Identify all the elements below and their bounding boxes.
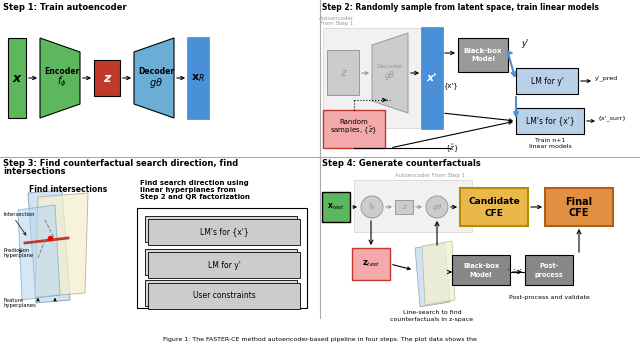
Text: y': y' (522, 38, 529, 47)
Text: Find intersections: Find intersections (29, 186, 107, 194)
Text: LM for y': LM for y' (531, 76, 563, 86)
Text: Autoencoder From Step 1: Autoencoder From Step 1 (395, 172, 465, 178)
Text: $f_\phi$: $f_\phi$ (368, 201, 376, 213)
FancyBboxPatch shape (148, 252, 300, 278)
Text: Step 1: Train autoencoder: Step 1: Train autoencoder (3, 2, 127, 12)
Polygon shape (372, 33, 408, 113)
Text: $g\theta$: $g\theta$ (432, 202, 442, 212)
FancyBboxPatch shape (516, 68, 578, 94)
FancyBboxPatch shape (145, 249, 297, 275)
Text: Step 3: Find counterfactual search direction, find: Step 3: Find counterfactual search direc… (3, 158, 238, 168)
Text: process: process (534, 272, 563, 278)
Text: samples, $\{\tilde{z}\}$: samples, $\{\tilde{z}\}$ (330, 124, 378, 136)
FancyBboxPatch shape (354, 180, 472, 232)
FancyBboxPatch shape (525, 255, 573, 285)
FancyBboxPatch shape (422, 28, 442, 128)
FancyBboxPatch shape (458, 38, 508, 72)
Text: Step 2: Randomly sample from latent space, train linear models: Step 2: Randomly sample from latent spac… (322, 2, 599, 12)
Text: Train n+1: Train n+1 (535, 138, 565, 142)
Text: z: z (402, 204, 406, 210)
Text: User constraints: User constraints (193, 291, 255, 300)
Polygon shape (18, 205, 60, 300)
Text: x': x' (427, 73, 437, 83)
Polygon shape (35, 193, 88, 297)
FancyBboxPatch shape (137, 208, 307, 308)
Text: Decoder: Decoder (138, 67, 174, 76)
FancyBboxPatch shape (148, 219, 300, 245)
Polygon shape (415, 243, 450, 307)
FancyBboxPatch shape (94, 60, 120, 96)
Text: $\mathbf{x}_R$: $\mathbf{x}_R$ (191, 72, 205, 84)
Text: CFE: CFE (569, 208, 589, 218)
Text: CFE: CFE (484, 208, 504, 217)
Text: $g\theta$: $g\theta$ (149, 76, 163, 90)
Text: intersections: intersections (3, 168, 65, 177)
Polygon shape (134, 38, 174, 118)
Text: Autoencoder: Autoencoder (319, 15, 355, 21)
FancyBboxPatch shape (545, 188, 613, 226)
Text: $\mathbf{x}_{test}$: $\mathbf{x}_{test}$ (327, 202, 345, 212)
FancyBboxPatch shape (327, 50, 359, 95)
Polygon shape (422, 241, 455, 305)
Text: y'_pred: y'_pred (595, 75, 618, 81)
Text: Step 4: Generate counterfactuals: Step 4: Generate counterfactuals (322, 158, 481, 168)
Text: Find search direction using: Find search direction using (140, 180, 249, 186)
Text: Decoder: Decoder (377, 65, 403, 69)
Text: Final: Final (565, 197, 593, 207)
Text: hyperplane: hyperplane (3, 253, 33, 259)
Text: Intersection: Intersection (3, 213, 35, 217)
Text: {x'}: {x'} (444, 83, 458, 89)
FancyBboxPatch shape (145, 280, 297, 306)
Text: {x'_surr}: {x'_surr} (597, 115, 627, 121)
Text: From Step 1: From Step 1 (321, 22, 354, 27)
FancyBboxPatch shape (188, 38, 208, 118)
Circle shape (361, 196, 383, 218)
FancyBboxPatch shape (452, 255, 510, 285)
Text: $g\theta$: $g\theta$ (385, 69, 396, 82)
FancyBboxPatch shape (516, 108, 584, 134)
Text: LM's for {x'}: LM's for {x'} (525, 117, 574, 126)
Text: Line-search to find: Line-search to find (403, 310, 461, 314)
FancyBboxPatch shape (352, 248, 390, 280)
Text: counterfactuals in z-space: counterfactuals in z-space (390, 317, 474, 321)
FancyBboxPatch shape (323, 28, 441, 128)
Text: $f_\phi$: $f_\phi$ (57, 75, 67, 89)
FancyBboxPatch shape (460, 188, 528, 226)
Text: Black-box: Black-box (463, 263, 499, 269)
Text: Black-box: Black-box (464, 48, 502, 54)
Text: $\mathbf{z}_{test}$: $\mathbf{z}_{test}$ (362, 259, 380, 269)
Text: Prediction: Prediction (3, 247, 29, 252)
Text: Model: Model (470, 272, 492, 278)
FancyBboxPatch shape (8, 38, 26, 118)
FancyBboxPatch shape (322, 192, 350, 222)
Text: z: z (340, 68, 346, 78)
Polygon shape (40, 38, 80, 118)
Text: Encoder: Encoder (44, 67, 79, 76)
FancyBboxPatch shape (148, 283, 300, 309)
Text: Random: Random (340, 119, 369, 125)
Text: linear models: linear models (529, 143, 572, 149)
FancyBboxPatch shape (323, 110, 385, 148)
Text: Post-process and validate: Post-process and validate (509, 296, 589, 300)
Text: Feature: Feature (4, 297, 24, 303)
Text: x: x (13, 72, 21, 84)
Text: z: z (104, 72, 111, 84)
Text: Post-: Post- (540, 263, 559, 269)
Text: $\{\tilde{z}\}$: $\{\tilde{z}\}$ (445, 142, 459, 154)
Text: Model: Model (471, 56, 495, 62)
Text: · · ·: · · · (508, 265, 523, 275)
Text: hyperplanes: hyperplanes (4, 304, 37, 309)
Text: LM's for {x'}: LM's for {x'} (200, 228, 248, 237)
Text: Figure 1: The FASTER-CE method autoencoder-based pipeline in four steps. The plo: Figure 1: The FASTER-CE method autoencod… (163, 337, 477, 342)
Polygon shape (28, 190, 70, 303)
Circle shape (426, 196, 448, 218)
Text: linear hyperplanes from: linear hyperplanes from (140, 187, 236, 193)
FancyBboxPatch shape (145, 216, 297, 242)
Text: Candidate: Candidate (468, 198, 520, 207)
Text: Step 2 and QR factorization: Step 2 and QR factorization (140, 194, 250, 200)
FancyBboxPatch shape (395, 200, 413, 214)
Text: LM for y': LM for y' (207, 260, 241, 269)
